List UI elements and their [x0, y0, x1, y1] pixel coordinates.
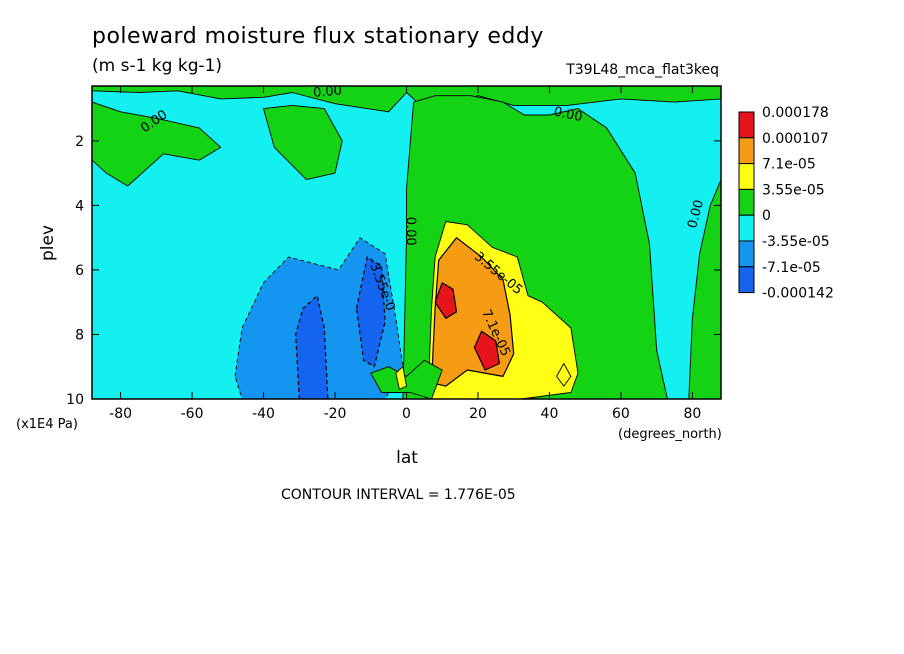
contour-label-3: 0.00: [685, 198, 707, 230]
x-tick-label-7: 60: [612, 406, 630, 422]
colorbar-label-1: 0.000107: [762, 131, 829, 147]
contour-fills: [92, 86, 721, 399]
y-tick-label-1: 4: [75, 198, 84, 214]
units-label: (m s-1 kg kg-1): [92, 56, 223, 76]
colorbar-label-2: 7.1e-05: [762, 157, 816, 173]
run-label: T39L48_mca_flat3keq: [566, 62, 719, 78]
contour-label-4: 0.00: [403, 217, 418, 246]
colorbar-swatch-6: [738, 266, 755, 294]
x-tick-label-6: 40: [541, 406, 559, 422]
colorbar-label-4: 0: [762, 208, 771, 224]
colorbar-label-3: 3.55e-05: [762, 182, 825, 198]
colorbar-label-0: 0.000178: [762, 105, 829, 121]
colorbar-swatch-0: [738, 111, 755, 139]
colorbar-swatch-1: [738, 137, 755, 165]
contour-region-14: [395, 366, 407, 390]
y-tick-label-0: 2: [75, 134, 84, 150]
x-tick-label-5: 20: [469, 406, 487, 422]
contour-region-4: [688, 179, 721, 399]
contour-region-13: [370, 359, 443, 399]
contour-region-8: [473, 330, 500, 371]
x-axis: -80 -60 -40 -20 0 20 40 60 80: [109, 86, 701, 422]
y-tick-label-2: 6: [75, 263, 84, 279]
chart-title: poleward moisture flux stationary eddy: [92, 24, 544, 49]
contour-region-2: [263, 104, 343, 181]
colorbar-label-6: -7.1e-05: [762, 260, 821, 276]
colorbar-label-5: -3.55e-05: [762, 234, 830, 250]
y-axis: 2 4 6 8 10: [66, 134, 721, 408]
colorbar-swatch-2: [738, 163, 755, 190]
x-tick-label-1: -60: [181, 406, 204, 422]
contour-region-7: [434, 282, 458, 319]
x-tick-label-2: -40: [252, 406, 275, 422]
x-tick-label-4: 0: [402, 406, 411, 422]
x-tick-label-3: -20: [324, 406, 347, 422]
contour-interval-label: CONTOUR INTERVAL = 1.776E-05: [281, 487, 516, 503]
x-axis-units: (degrees_north): [618, 427, 722, 442]
y-axis-label: plev: [38, 225, 58, 261]
colorbar-swatch-3: [738, 188, 755, 216]
colorbar-swatch-5: [738, 240, 755, 268]
contour-region-9: [556, 363, 572, 387]
colorbar: 0.000178 0.000107 7.1e-05 3.55e-05 0 -3.55e-0…: [738, 105, 834, 302]
x-tick-label-8: 80: [683, 406, 701, 422]
y-axis-units: (x1E4 Pa): [16, 417, 78, 432]
contour-label-2: 0.00: [552, 104, 583, 125]
colorbar-swatch-4: [738, 214, 755, 242]
contour-region-0: [92, 86, 721, 113]
contour-region-11: [295, 295, 329, 399]
x-tick-label-0: -80: [109, 406, 132, 422]
colorbar-label-7: -0.000142: [762, 286, 834, 302]
y-tick-label-3: 8: [75, 327, 84, 343]
y-tick-label-4: 10: [66, 392, 84, 408]
contour-region-12: [355, 256, 386, 368]
x-axis-label: lat: [396, 448, 418, 468]
contour-region-1: [92, 101, 222, 187]
